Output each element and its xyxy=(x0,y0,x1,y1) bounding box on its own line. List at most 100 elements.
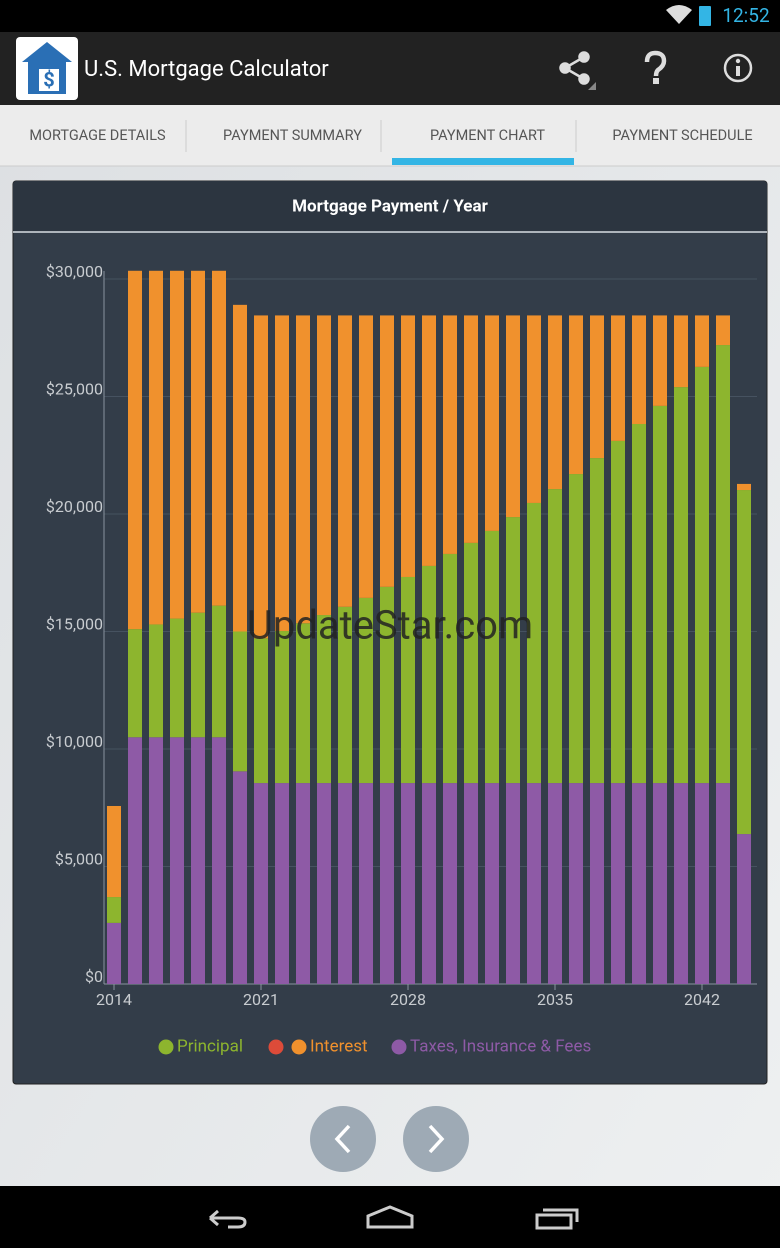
tab[interactable]: PAYMENT CHART xyxy=(430,127,545,144)
legend-label: Taxes, Insurance & Fees xyxy=(410,1036,591,1056)
tab[interactable]: MORTGAGE DETAILS xyxy=(29,127,166,144)
battery-icon xyxy=(699,6,711,26)
legend-label: Interest xyxy=(310,1036,368,1056)
action-bar xyxy=(0,32,780,105)
bar-segment xyxy=(359,315,373,598)
wifi-icon xyxy=(666,5,692,24)
bar-segment xyxy=(233,771,247,984)
bar-segment xyxy=(107,897,121,923)
share-button[interactable] xyxy=(559,51,597,91)
next-button[interactable] xyxy=(403,1106,469,1172)
bar-segment xyxy=(254,638,268,784)
bar-segment xyxy=(422,783,436,984)
bar-segment xyxy=(380,586,394,784)
bar-segment xyxy=(527,315,541,503)
app-title: U.S. Mortgage Calculator xyxy=(84,57,329,82)
bar-segment xyxy=(317,783,331,984)
bar-segment xyxy=(233,631,247,772)
x-tick-label: 2014 xyxy=(96,990,132,1009)
info-button[interactable] xyxy=(723,53,753,83)
y-tick-label: $0 xyxy=(85,967,103,986)
clock: 12:52 xyxy=(722,4,769,27)
watermark: UpdateStar.com xyxy=(247,602,533,649)
bar-segment xyxy=(653,315,667,406)
home-button[interactable] xyxy=(366,1205,414,1229)
help-button[interactable] xyxy=(644,50,667,84)
bar-segment xyxy=(359,783,373,984)
bar-segment xyxy=(170,737,184,984)
bar-segment xyxy=(443,783,457,984)
bar-segment xyxy=(401,576,415,784)
bar-segment xyxy=(359,597,373,784)
bar-segment xyxy=(380,783,394,984)
bar-segment xyxy=(233,304,247,632)
back-button[interactable] xyxy=(209,1209,247,1229)
bar-segment xyxy=(632,315,646,424)
bar-segment xyxy=(149,737,163,984)
bar-segment xyxy=(464,783,478,984)
bar-segment xyxy=(548,315,562,490)
bar-segment xyxy=(569,474,583,784)
bar-segment xyxy=(191,270,205,613)
x-tick-label: 2021 xyxy=(243,990,279,1009)
chart-title: Mortgage Payment / Year xyxy=(292,196,488,216)
bar-segment xyxy=(254,783,268,984)
bar-segment xyxy=(695,783,709,984)
bar-segment xyxy=(590,458,604,784)
bar-segment xyxy=(317,315,331,616)
bar-segment xyxy=(737,490,751,835)
recents-button[interactable] xyxy=(535,1208,579,1230)
bar-segment xyxy=(464,542,478,784)
bar-segment xyxy=(296,315,310,624)
bar-segment xyxy=(191,737,205,984)
y-tick-label: $30,000 xyxy=(46,262,103,281)
prev-button[interactable] xyxy=(310,1106,376,1172)
bar-segment xyxy=(254,315,268,639)
bar-segment xyxy=(716,315,730,346)
bar-segment xyxy=(485,783,499,984)
bar-segment xyxy=(527,502,541,784)
bar-segment xyxy=(338,606,352,784)
bar-segment xyxy=(548,783,562,984)
status-bar xyxy=(0,0,780,32)
bar-segment xyxy=(422,315,436,566)
bar-segment xyxy=(401,783,415,984)
bar-segment xyxy=(611,440,625,784)
x-tick-label: 2028 xyxy=(390,990,426,1009)
bar-segment xyxy=(611,315,625,441)
bar-segment xyxy=(380,315,394,587)
bar-segment xyxy=(674,315,688,388)
bar-segment xyxy=(149,270,163,625)
bar-segment xyxy=(296,623,310,784)
y-tick-label: $15,000 xyxy=(46,615,103,634)
bar-segment xyxy=(590,315,604,459)
bar-segment xyxy=(296,783,310,984)
bar-segment xyxy=(527,783,541,984)
svg-text:$: $ xyxy=(43,67,54,91)
bar-segment xyxy=(506,315,520,518)
bar-segment xyxy=(128,737,142,984)
bar-segment xyxy=(212,270,226,606)
tab[interactable]: PAYMENT SCHEDULE xyxy=(612,127,752,144)
y-tick-label: $25,000 xyxy=(46,380,103,399)
legend-swatch xyxy=(268,1039,284,1055)
bar-segment xyxy=(737,483,751,491)
bar-segment xyxy=(275,315,289,632)
bar-segment xyxy=(548,489,562,784)
x-tick-label: 2042 xyxy=(684,990,720,1009)
bar-segment xyxy=(632,423,646,784)
legend-swatch xyxy=(158,1039,174,1055)
legend-swatch xyxy=(391,1039,407,1055)
bar-segment xyxy=(401,315,415,577)
bar-segment xyxy=(443,315,457,554)
bar-segment xyxy=(653,405,667,784)
bar-segment xyxy=(464,315,478,543)
tab[interactable]: PAYMENT SUMMARY xyxy=(223,127,362,144)
bar-segment xyxy=(338,315,352,607)
bar-segment xyxy=(212,737,226,984)
bar-segment xyxy=(695,366,709,784)
chart-header xyxy=(13,181,767,232)
y-tick-label: $10,000 xyxy=(46,732,103,751)
bar-segment xyxy=(128,270,142,630)
